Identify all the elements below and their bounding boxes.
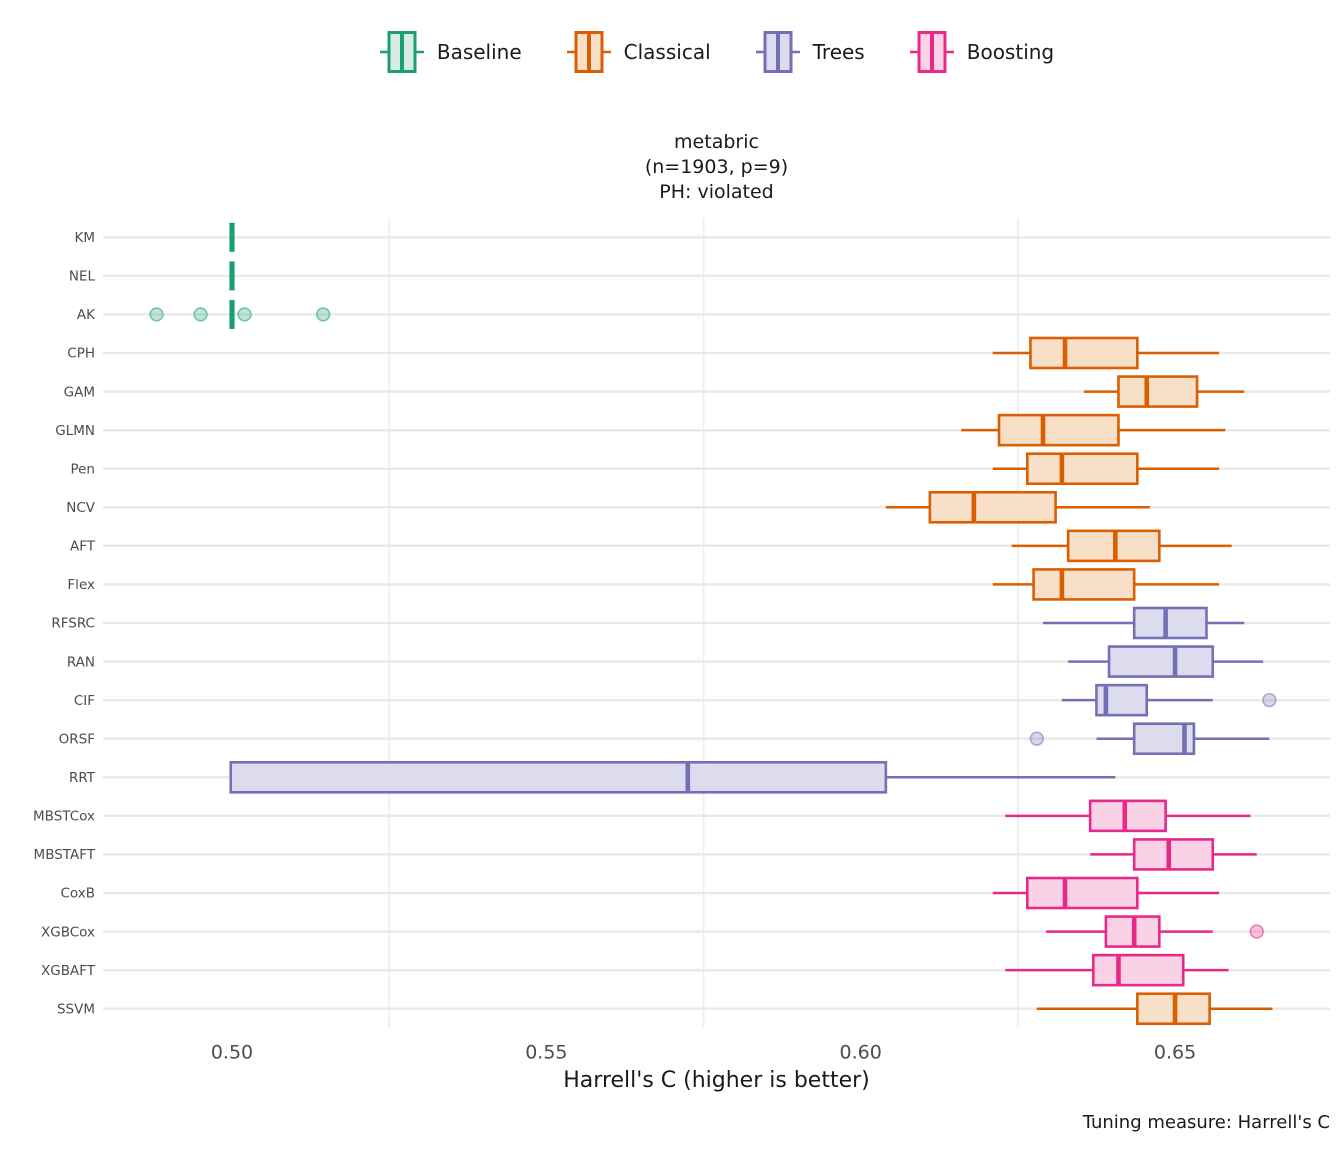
legend-item-boosting: Boosting [909, 29, 1054, 75]
boxplot-row-MBSTCox [1005, 799, 1251, 833]
iqr-box [1092, 953, 1185, 987]
boxplot-row-RRT [229, 760, 1116, 794]
boxplot-row-Flex [992, 568, 1220, 601]
title-line-ph: PH: violated [659, 181, 774, 203]
outlier-point [193, 307, 208, 322]
boxplot-row-GLMN [961, 413, 1226, 447]
y-label-AFT: AFT [70, 539, 96, 555]
legend-key-boxplot-icon [566, 31, 611, 73]
iqr-box [1107, 645, 1215, 678]
x-axis-tick-labels: 0.50 0.55 0.60 0.65 [211, 1042, 1196, 1064]
y-label-Flex: Flex [67, 577, 95, 593]
boxplot-row-GAM [1083, 375, 1245, 408]
legend-key-boxplot-icon [909, 31, 954, 73]
boxplot-row-NCV [885, 490, 1150, 524]
iqr-box [1132, 838, 1215, 871]
iqr-box [1026, 876, 1139, 910]
legend-key-boxplot-icon [379, 31, 424, 73]
x-tick-label: 0.60 [840, 1042, 882, 1064]
x-tick-label: 0.50 [211, 1042, 253, 1064]
boxplot-row-AFT [1011, 529, 1232, 563]
outlier-point [1262, 692, 1277, 708]
outlier-point [1029, 731, 1044, 746]
y-label-XGBCox: XGBCox [41, 924, 95, 940]
boxplot-row-Pen [992, 452, 1220, 486]
iqr-box [1132, 606, 1208, 640]
legend-label: Classical [623, 40, 711, 64]
iqr-box [997, 413, 1120, 447]
boxplot-row-XGBAFT [1005, 953, 1229, 987]
legend-label: Baseline [436, 40, 522, 64]
outlier-point [149, 307, 164, 322]
y-label-MBSTAFT: MBSTAFT [34, 847, 96, 863]
title-line-dims: (n=1903, p=9) [644, 156, 789, 178]
iqr-box [229, 760, 888, 794]
boxplot-row-AK [149, 299, 331, 329]
x-tick-label: 0.55 [525, 1042, 567, 1064]
boxplot-row-MBSTAFT [1090, 838, 1257, 871]
legend-key-boxplot-icon [755, 31, 800, 73]
y-label-Pen: Pen [70, 461, 95, 477]
outlier-point [1249, 924, 1264, 939]
iqr-box [1088, 799, 1167, 833]
caption: Tuning measure: Harrell's C [1082, 1112, 1330, 1133]
outlier-point [315, 307, 331, 322]
legend-label: Trees [812, 40, 865, 64]
boxplot-row-RFSRC [1043, 606, 1245, 640]
y-label-MBSTCox: MBSTCox [33, 809, 95, 825]
legend-label: Boosting [966, 40, 1055, 64]
degenerate-box [229, 299, 235, 329]
degenerate-box [229, 222, 235, 252]
boxplot-row-RAN [1068, 645, 1264, 678]
y-axis-labels: KM NEL AK CPH GAM GLMN Pen NCV AFT Flex RFSRC RAN CI… [33, 230, 96, 1017]
y-label-NCV: NCV [66, 500, 96, 516]
y-label-RFSRC: RFSRC [51, 616, 95, 632]
plot-title: metabric (n=1903, p=9) PH: violated [103, 130, 1330, 205]
legend-item-trees: Trees [755, 29, 865, 75]
boxplot-row-CoxB [992, 876, 1220, 910]
y-label-GAM: GAM [64, 384, 95, 400]
legend: Baseline Classical Trees Boosting [103, 26, 1330, 78]
title-line-dataset: metabric [674, 131, 759, 153]
boxplot-row-CIF [1061, 683, 1277, 717]
iqr-box [1026, 452, 1139, 486]
degenerate-box [229, 261, 235, 291]
legend-item-baseline: Baseline [379, 29, 522, 75]
outlier-point [237, 307, 252, 322]
legend-item-classical: Classical [566, 29, 711, 75]
y-label-NEL: NEL [69, 269, 96, 285]
y-label-AK: AK [77, 307, 96, 323]
x-tick-label: 0.65 [1154, 1042, 1196, 1064]
y-label-XGBAFT: XGBAFT [41, 963, 96, 979]
y-label-SSVM: SSVM [57, 1001, 95, 1017]
y-label-CoxB: CoxB [60, 886, 95, 902]
y-label-RRT: RRT [69, 770, 96, 786]
boxplot-row-SSVM [1036, 992, 1273, 1026]
iqr-box [1032, 568, 1136, 601]
iqr-box [1117, 375, 1199, 408]
boxplot-row-KM [229, 222, 235, 252]
iqr-box [928, 490, 1057, 524]
boxplot-row-NEL [229, 261, 235, 291]
boxplot-row-XGBCox [1046, 915, 1264, 948]
y-label-CPH: CPH [67, 346, 95, 362]
y-label-ORSF: ORSF [59, 731, 95, 747]
y-label-KM: KM [74, 230, 95, 246]
y-label-CIF: CIF [74, 693, 95, 709]
y-label-RAN: RAN [67, 654, 95, 670]
x-axis-title: Harrell's C (higher is better) [563, 1068, 870, 1093]
y-label-GLMN: GLMN [55, 423, 95, 439]
boxplot-row-ORSF [1029, 722, 1270, 756]
iqr-box [1029, 336, 1139, 370]
boxplot-row-CPH [992, 336, 1220, 370]
